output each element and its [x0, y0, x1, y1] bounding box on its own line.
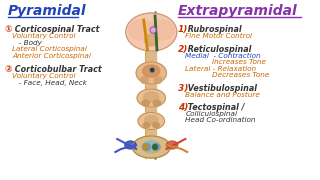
Text: Extrapyramidal: Extrapyramidal	[178, 4, 298, 18]
Text: Corticospinal Tract: Corticospinal Tract	[12, 25, 100, 34]
Text: Lateral - Relaxation: Lateral - Relaxation	[185, 66, 256, 71]
Circle shape	[144, 145, 148, 149]
Text: Medial  - Contraction: Medial - Contraction	[185, 53, 261, 58]
Ellipse shape	[152, 143, 160, 150]
Text: Head Co-ordination: Head Co-ordination	[185, 118, 256, 123]
Text: 1): 1)	[178, 25, 188, 34]
Ellipse shape	[143, 143, 150, 150]
Text: - Body: - Body	[12, 39, 42, 46]
Ellipse shape	[141, 76, 148, 84]
Text: Increases Tone: Increases Tone	[185, 59, 266, 65]
Text: Decreases Tone: Decreases Tone	[185, 72, 270, 78]
FancyBboxPatch shape	[146, 84, 156, 89]
Ellipse shape	[126, 13, 177, 51]
Ellipse shape	[142, 141, 161, 153]
Text: ②: ②	[5, 65, 12, 74]
Ellipse shape	[125, 141, 136, 149]
Ellipse shape	[144, 141, 159, 151]
Text: Pyramidal: Pyramidal	[8, 4, 86, 18]
Text: ①: ①	[5, 25, 12, 34]
FancyBboxPatch shape	[146, 129, 156, 136]
Circle shape	[150, 27, 156, 33]
Ellipse shape	[137, 89, 165, 107]
Text: Reticulospinal: Reticulospinal	[185, 44, 252, 53]
Ellipse shape	[143, 123, 150, 127]
Text: Corticobulbar Tract: Corticobulbar Tract	[12, 65, 102, 74]
Text: Anterior Corticospinal: Anterior Corticospinal	[12, 53, 91, 59]
Circle shape	[151, 69, 154, 71]
Text: Voluntary Control: Voluntary Control	[12, 73, 76, 79]
Ellipse shape	[132, 136, 170, 158]
Ellipse shape	[166, 141, 178, 149]
Ellipse shape	[138, 112, 164, 129]
Text: Fine Motor Control: Fine Motor Control	[185, 33, 252, 39]
Ellipse shape	[143, 65, 160, 77]
Text: 4): 4)	[178, 103, 188, 112]
Ellipse shape	[129, 20, 155, 40]
Circle shape	[151, 28, 155, 32]
Ellipse shape	[153, 100, 161, 106]
Ellipse shape	[142, 100, 149, 106]
Ellipse shape	[145, 116, 158, 125]
Ellipse shape	[136, 62, 166, 84]
Text: Vestibulospinal: Vestibulospinal	[185, 84, 257, 93]
FancyBboxPatch shape	[146, 51, 156, 62]
Text: Voluntary Control: Voluntary Control	[12, 33, 76, 39]
FancyBboxPatch shape	[146, 107, 156, 114]
Ellipse shape	[153, 123, 159, 127]
Text: - Face, Head, Neck: - Face, Head, Neck	[12, 80, 87, 86]
Circle shape	[153, 145, 157, 150]
Text: Rubrospinal: Rubrospinal	[185, 25, 242, 34]
Ellipse shape	[154, 76, 162, 84]
Ellipse shape	[145, 34, 158, 46]
Circle shape	[150, 68, 155, 73]
Text: Balance and Posture: Balance and Posture	[185, 91, 260, 98]
Text: Lateral Corticospinal: Lateral Corticospinal	[12, 46, 87, 52]
Text: 3): 3)	[178, 84, 188, 93]
Ellipse shape	[144, 92, 159, 102]
Ellipse shape	[148, 20, 174, 40]
Text: 2): 2)	[178, 44, 188, 53]
Text: Colliculospinal: Colliculospinal	[185, 111, 237, 117]
Text: Tectospinal /: Tectospinal /	[185, 103, 245, 112]
